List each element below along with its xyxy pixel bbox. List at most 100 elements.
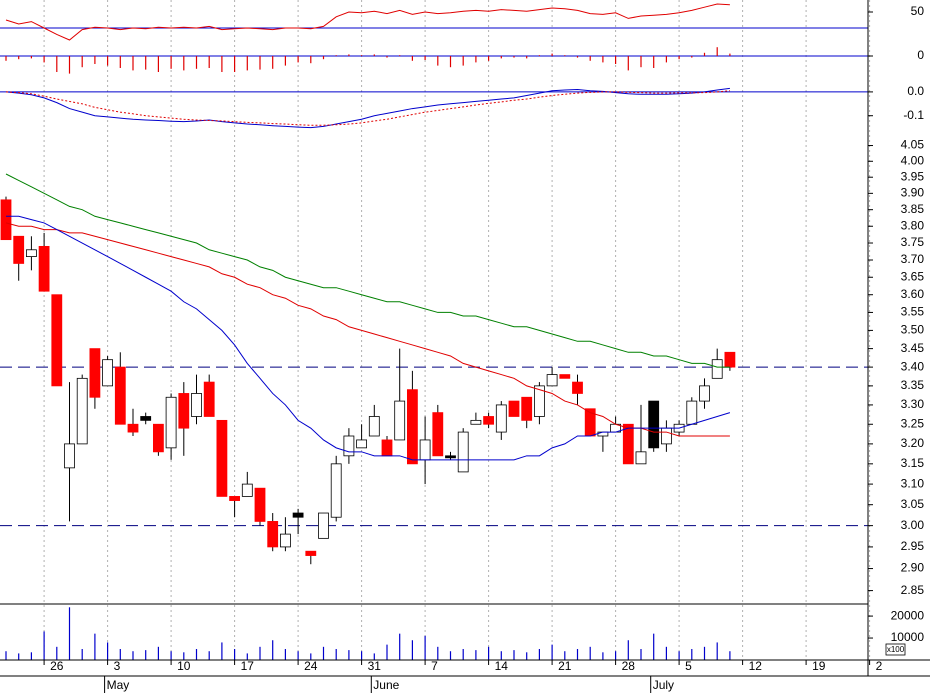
y-tick-label: 3.00 [901,518,925,532]
candle-body [13,235,25,264]
month-label: May [107,678,130,692]
candle-body [572,381,583,394]
y-tick-label: 4.05 [901,138,925,152]
y-tick-label: 3.50 [901,323,925,337]
y-tick-label: 3.40 [901,359,925,373]
candle-body [635,451,647,465]
y-tick-label: 2.85 [901,583,925,597]
plot-area [0,3,868,660]
candle-body [648,400,660,449]
candle-body [445,455,456,459]
candle-body [559,374,571,379]
y-tick-label: 3.45 [901,341,925,355]
y-tick-label: 3.85 [901,202,925,216]
candle-body [521,396,533,421]
candle-body [191,393,202,417]
x-tick-label: 7 [431,659,438,673]
candle-body [534,385,545,417]
candle-body [661,427,672,445]
candle-body [686,400,698,425]
unit-label: x100 [887,645,905,654]
y-tick-label: 3.90 [901,186,925,200]
y-tick-label: 3.60 [901,287,925,301]
candle-body [432,412,444,457]
x-tick-label: 31 [368,659,382,673]
candle-body [394,400,406,441]
y-tick-label: -0.1 [903,108,924,122]
y-tick-label: 3.30 [901,397,925,411]
x-tick-label: 24 [304,659,318,673]
candle-body [330,463,342,518]
x-tick-label: 14 [495,659,509,673]
candle-body [343,435,355,457]
candle-body [216,419,228,497]
candle-body [508,400,520,417]
y-tick-label: 0 [917,48,924,62]
y-tick-label: 3.80 [901,218,925,232]
candle-body [38,245,50,292]
y-tick-label: 3.20 [901,436,925,450]
candle-body [292,512,304,518]
candle-body [241,483,253,497]
y-tick-label: 3.70 [901,252,925,266]
candle-body [470,419,482,425]
candle-body [406,389,418,465]
candle-body [305,550,317,556]
y-tick-label: 20000 [891,608,925,622]
candle-body [457,431,469,473]
y-tick-label: 50 [911,4,925,18]
y-tick-label: 3.65 [901,269,925,283]
y-tick-label: 4.00 [901,153,925,167]
y-tick-label: 3.05 [901,497,925,511]
x-tick-label: 17 [241,659,255,673]
line-series [5,3,730,41]
line-series [6,215,731,461]
candle-body [711,359,723,379]
candle-body [546,374,558,387]
y-tick-label: 2.90 [901,561,925,575]
y-tick-label: 3.10 [901,476,925,490]
candle-body [178,393,190,429]
x-tick-label: 26 [50,659,64,673]
candle-body [140,416,152,421]
candle-body [356,439,368,449]
candle-body [165,396,177,449]
candle-body [267,521,279,548]
month-label: July [653,678,674,692]
x-tick-label: 19 [812,659,826,673]
candle-body [76,377,88,445]
candle-body [229,496,241,501]
candle-body [622,423,634,465]
y-tick-label: 3.55 [901,305,925,319]
unit-box [885,643,906,656]
candle-body [114,366,126,425]
candle-body [318,512,329,539]
candle-body [483,416,495,425]
candle-body [25,249,37,257]
candle-body [203,381,215,417]
y-tick-label: 2.95 [901,539,925,553]
candle-body [127,423,139,433]
line-series [5,222,730,437]
candle-body [64,443,75,469]
x-tick-label: 12 [749,659,763,673]
candle-body [699,385,710,402]
x-tick-label: 10 [177,659,191,673]
line-series [5,173,730,368]
y-tick-label: 3.35 [901,378,925,392]
y-tick-label: 3.25 [901,416,925,430]
month-label: June [373,678,399,692]
y-tick-label: 0.0 [907,84,924,98]
candle-body [51,294,63,387]
candle-body [102,359,113,387]
candle-body [279,533,291,548]
candle-body [495,404,507,433]
candle-body [724,351,736,368]
x-tick-label: 5 [685,659,692,673]
line-series [5,90,730,126]
candle-body [89,348,101,398]
